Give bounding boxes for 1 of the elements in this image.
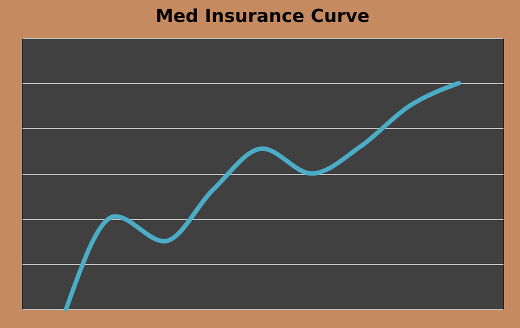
chart-title: Med Insurance Curve	[155, 6, 370, 27]
